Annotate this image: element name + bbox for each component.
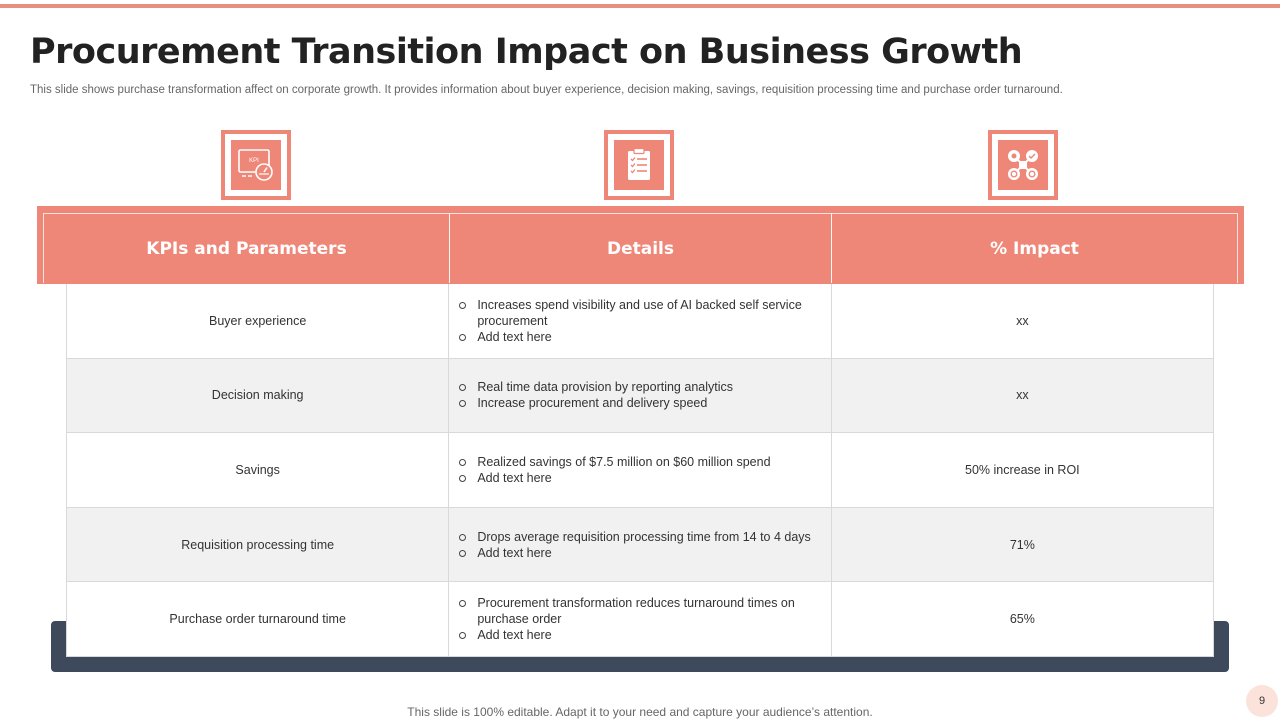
page-number-badge: 9 xyxy=(1246,685,1278,717)
detail-bullet: Procurement transformation reduces turna… xyxy=(458,595,816,627)
impact-cell: xx xyxy=(1016,313,1029,328)
kpi-icon-frame: KPI xyxy=(221,130,291,200)
table-header-band xyxy=(37,206,1244,284)
kpi-cell: Buyer experience xyxy=(67,284,450,358)
impact-cell: 71% xyxy=(1009,537,1035,552)
detail-bullet: Add text here xyxy=(458,329,816,345)
kpi-cell: Savings xyxy=(67,433,450,507)
details-cell: Increases spend visibility and use of AI… xyxy=(449,284,832,358)
kpi-cell: Requisition processing time xyxy=(67,507,450,582)
table-row: Buyer experience Increases spend visibil… xyxy=(66,284,1214,359)
detail-bullet: Real time data provision by reporting an… xyxy=(458,379,733,395)
details-cell: Real time data provision by reporting an… xyxy=(449,358,832,433)
header-impact: % Impact xyxy=(831,213,1238,283)
detail-bullet: Increases spend visibility and use of AI… xyxy=(458,297,816,329)
detail-bullet: Add text here xyxy=(458,627,816,643)
table-row: Purchase order turnaround time Procureme… xyxy=(66,582,1214,657)
detail-bullet: Drops average requisition processing tim… xyxy=(458,529,811,545)
impact-cell: 50% increase in ROI xyxy=(965,462,1080,477)
details-cell: Realized savings of $7.5 million on $60 … xyxy=(449,433,832,507)
header-details: Details xyxy=(449,213,832,283)
kpi-icon-label: KPI xyxy=(249,158,259,164)
slide-footer: This slide is 100% editable. Adapt it to… xyxy=(407,705,873,719)
slide-subtitle: This slide shows purchase transformation… xyxy=(30,84,1063,96)
table-row: Requisition processing time Drops averag… xyxy=(66,507,1214,583)
table-row: Savings Realized savings of $7.5 million… xyxy=(66,433,1214,508)
detail-bullet: Add text here xyxy=(458,545,811,561)
clipboard-icon-frame xyxy=(604,130,674,200)
detail-bullet: Add text here xyxy=(458,470,770,486)
network-hub-icon xyxy=(1008,150,1038,180)
network-icon-frame xyxy=(988,130,1058,200)
details-cell: Drops average requisition processing tim… xyxy=(449,507,832,582)
kpi-cell: Purchase order turnaround time xyxy=(67,582,450,656)
detail-bullet: Realized savings of $7.5 million on $60 … xyxy=(458,454,771,470)
detail-bullet: Increase procurement and delivery speed xyxy=(458,395,733,411)
kpi-table: Buyer experience Increases spend visibil… xyxy=(66,284,1214,657)
table-row: Decision making Real time data provision… xyxy=(66,358,1214,434)
kpi-dashboard-icon: KPI xyxy=(238,149,273,181)
kpi-cell: Decision making xyxy=(67,358,450,433)
details-cell: Procurement transformation reduces turna… xyxy=(449,582,832,656)
top-accent-rule xyxy=(0,4,1280,8)
impact-cell: 65% xyxy=(1009,612,1035,627)
clipboard-checklist-icon xyxy=(628,147,650,180)
slide-title: Procurement Transition Impact on Busines… xyxy=(30,32,1023,72)
header-kpis: KPIs and Parameters xyxy=(43,213,450,283)
impact-cell: xx xyxy=(1016,388,1029,403)
